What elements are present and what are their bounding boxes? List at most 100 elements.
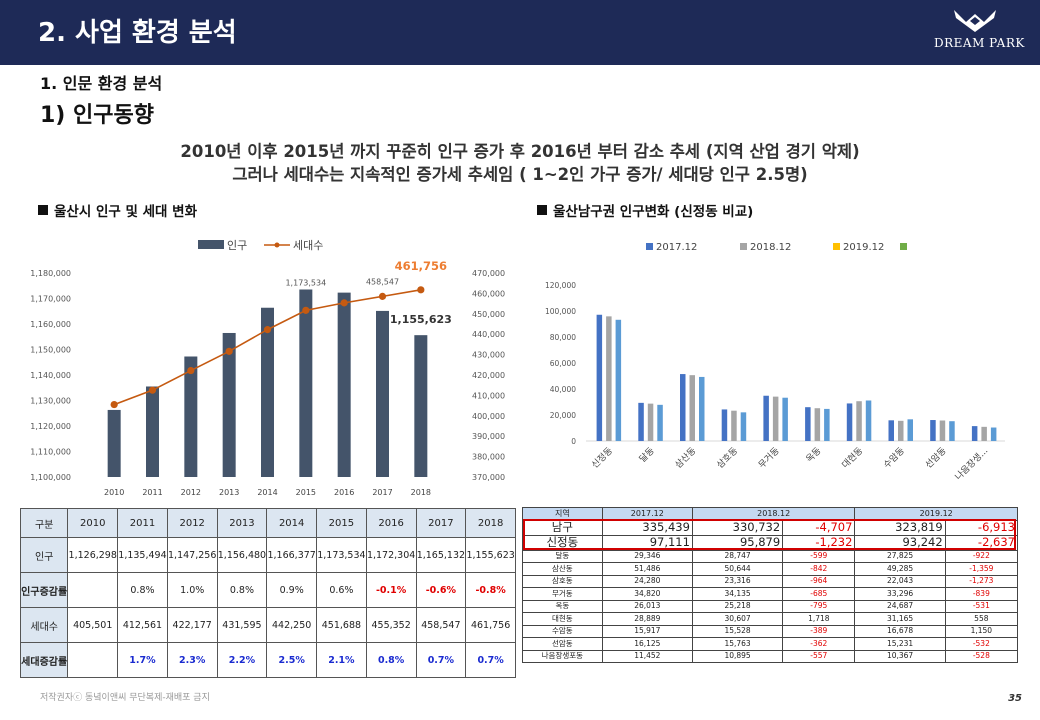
y-tick: 20,000 [550,411,576,420]
table-cell: 442,250 [266,607,318,643]
district-bar [898,420,904,441]
table-row: 인구 1,126,298 1,135,494 1,147,256 1,156,480 1,… [19,537,516,573]
brand-name: DREAM PARK [934,36,1025,50]
legend-swatch [900,243,907,250]
table-cell: -0.8% [465,572,516,608]
district-bar [740,412,747,441]
table-cell: 31,165 [854,612,946,626]
table-cell: 0.8% [216,572,268,608]
table-cell: -528 [944,649,1019,663]
left-section-title: 울산시 인구 및 세대 변화 [38,200,197,220]
y-right-tick: 410,000 [472,391,505,400]
legend-bar-swatch [198,240,224,249]
table-header-cell: 2017 [415,508,467,538]
population-bar [299,289,313,477]
table-cell: 22,043 [854,574,946,588]
legend-swatch [833,243,840,250]
line-label-2017: 458,547 [366,277,399,286]
x-tick-label: 옥동 [804,445,823,464]
district-bar [763,395,769,441]
table-cell: 23,316 [691,574,784,588]
district-bar [772,396,779,441]
table-row: 삼호동 24,280 23,316 -964 22,043 -1,273 [522,574,1019,588]
copyright-notice: 저작권자ⓒ 동녘이앤씨 무단복제-재배포 금지 [40,693,210,703]
region-cell: 옥동 [522,599,603,613]
table-cell: 1,718 [782,612,856,626]
table-cell: -389 [782,624,856,638]
district-bar [638,402,644,441]
population-bar [184,356,198,477]
table-cell: 2.5% [266,642,318,678]
x-tick-label: 수암동 [881,445,907,471]
district-bar [907,419,913,441]
table-cell: 49,285 [854,562,946,576]
right-section-title: 울산남구권 인구변화 (신정동 비교) [537,200,753,220]
region-cell: 수암동 [522,624,603,638]
region-cell: 달동 [522,549,603,563]
table-cell: 10,895 [691,649,784,663]
x-tick-label: 삼호동 [715,445,740,470]
table-header-cell: 2013 [216,508,268,538]
table-cell: 1,150 [944,624,1019,638]
legend-label: 2019.12 [843,242,884,253]
y-left-tick: 1,130,000 [30,397,71,406]
y-right-tick: 460,000 [472,289,505,298]
x-tick-label: 2018 [411,488,431,497]
table-cell: -685 [782,587,856,601]
district-bar [856,401,862,441]
table-header-cell: 2017.12 [601,507,693,521]
table-cell: -362 [782,637,856,651]
district-bar [824,408,830,441]
region-cell: 대현동 [522,612,603,626]
table-cell: 16,125 [601,637,693,651]
table-cell: 0.7% [465,642,516,678]
table-cell: 1,156,480 [216,537,268,573]
y-right-tick: 400,000 [472,412,505,421]
table-cell: 1.7% [117,642,168,678]
x-tick-label: 신정동 [590,445,615,470]
y-tick: 100,000 [545,307,576,316]
table-row: 무거동 34,820 34,135 -685 33,296 -839 [522,587,1019,601]
table-row: 세대증감률 1.7% 2.3% 2.2% 2.5% 2.1% 0.8% 0.7% 0.7% [19,642,516,678]
legend-label: 2017.12 [656,242,697,253]
x-tick-label: 2016 [334,488,354,497]
table-cell: -842 [782,562,856,576]
table-cell: 0.8% [365,642,417,678]
legend-line-marker [274,242,280,248]
table-cell: 11,452 [601,649,693,663]
table-cell: -964 [782,574,856,588]
page-title: 2. 사업 환경 분석 [38,18,237,48]
population-bar [107,409,121,477]
district-bar [680,374,686,441]
row-label: 인구 [19,537,69,573]
summary-text: 2010년 이후 2015년 까지 꾸준히 인구 증가 후 2016년 부터 감… [60,140,980,186]
table-cell: -0.6% [415,572,467,608]
x-tick-label: 2011 [142,488,162,497]
y-left-tick: 1,160,000 [30,320,71,329]
table-cell: 2.3% [166,642,218,678]
table-cell: 1,126,298 [67,537,119,573]
table-cell: 0.9% [266,572,318,608]
district-bar [939,420,946,441]
x-tick-label: 선암동 [923,445,949,471]
table-cell [67,642,119,678]
x-tick-label: 대현동 [840,445,865,470]
table-header-cell: 구분 [19,508,69,538]
households-point [417,286,425,294]
highlight-box [523,519,1016,550]
table-cell: -599 [782,549,856,563]
x-tick-label: 삼산동 [673,445,698,470]
households-point [225,347,233,355]
district-bar [865,400,872,441]
population-chart: 인구 세대수 1,100,000 1,110,000 1,120,000 1,130,00… [30,239,505,497]
summary-line-1: 2010년 이후 2015년 까지 꾸준히 인구 증가 후 2016년 부터 감… [180,142,860,161]
district-bar [805,407,811,441]
district-chart: 2017.12 2018.12 2019.12 0 20,000 40,000 60,000… [545,242,1005,483]
table-header-cell: 2012 [166,508,218,538]
x-tick-label: 무거동 [756,445,781,470]
table-cell: 15,528 [691,624,784,638]
table-cell: 34,820 [601,587,693,601]
region-cell: 삼산동 [522,562,603,576]
y-left-tick: 1,170,000 [30,295,71,304]
y-tick: 0 [571,437,576,446]
